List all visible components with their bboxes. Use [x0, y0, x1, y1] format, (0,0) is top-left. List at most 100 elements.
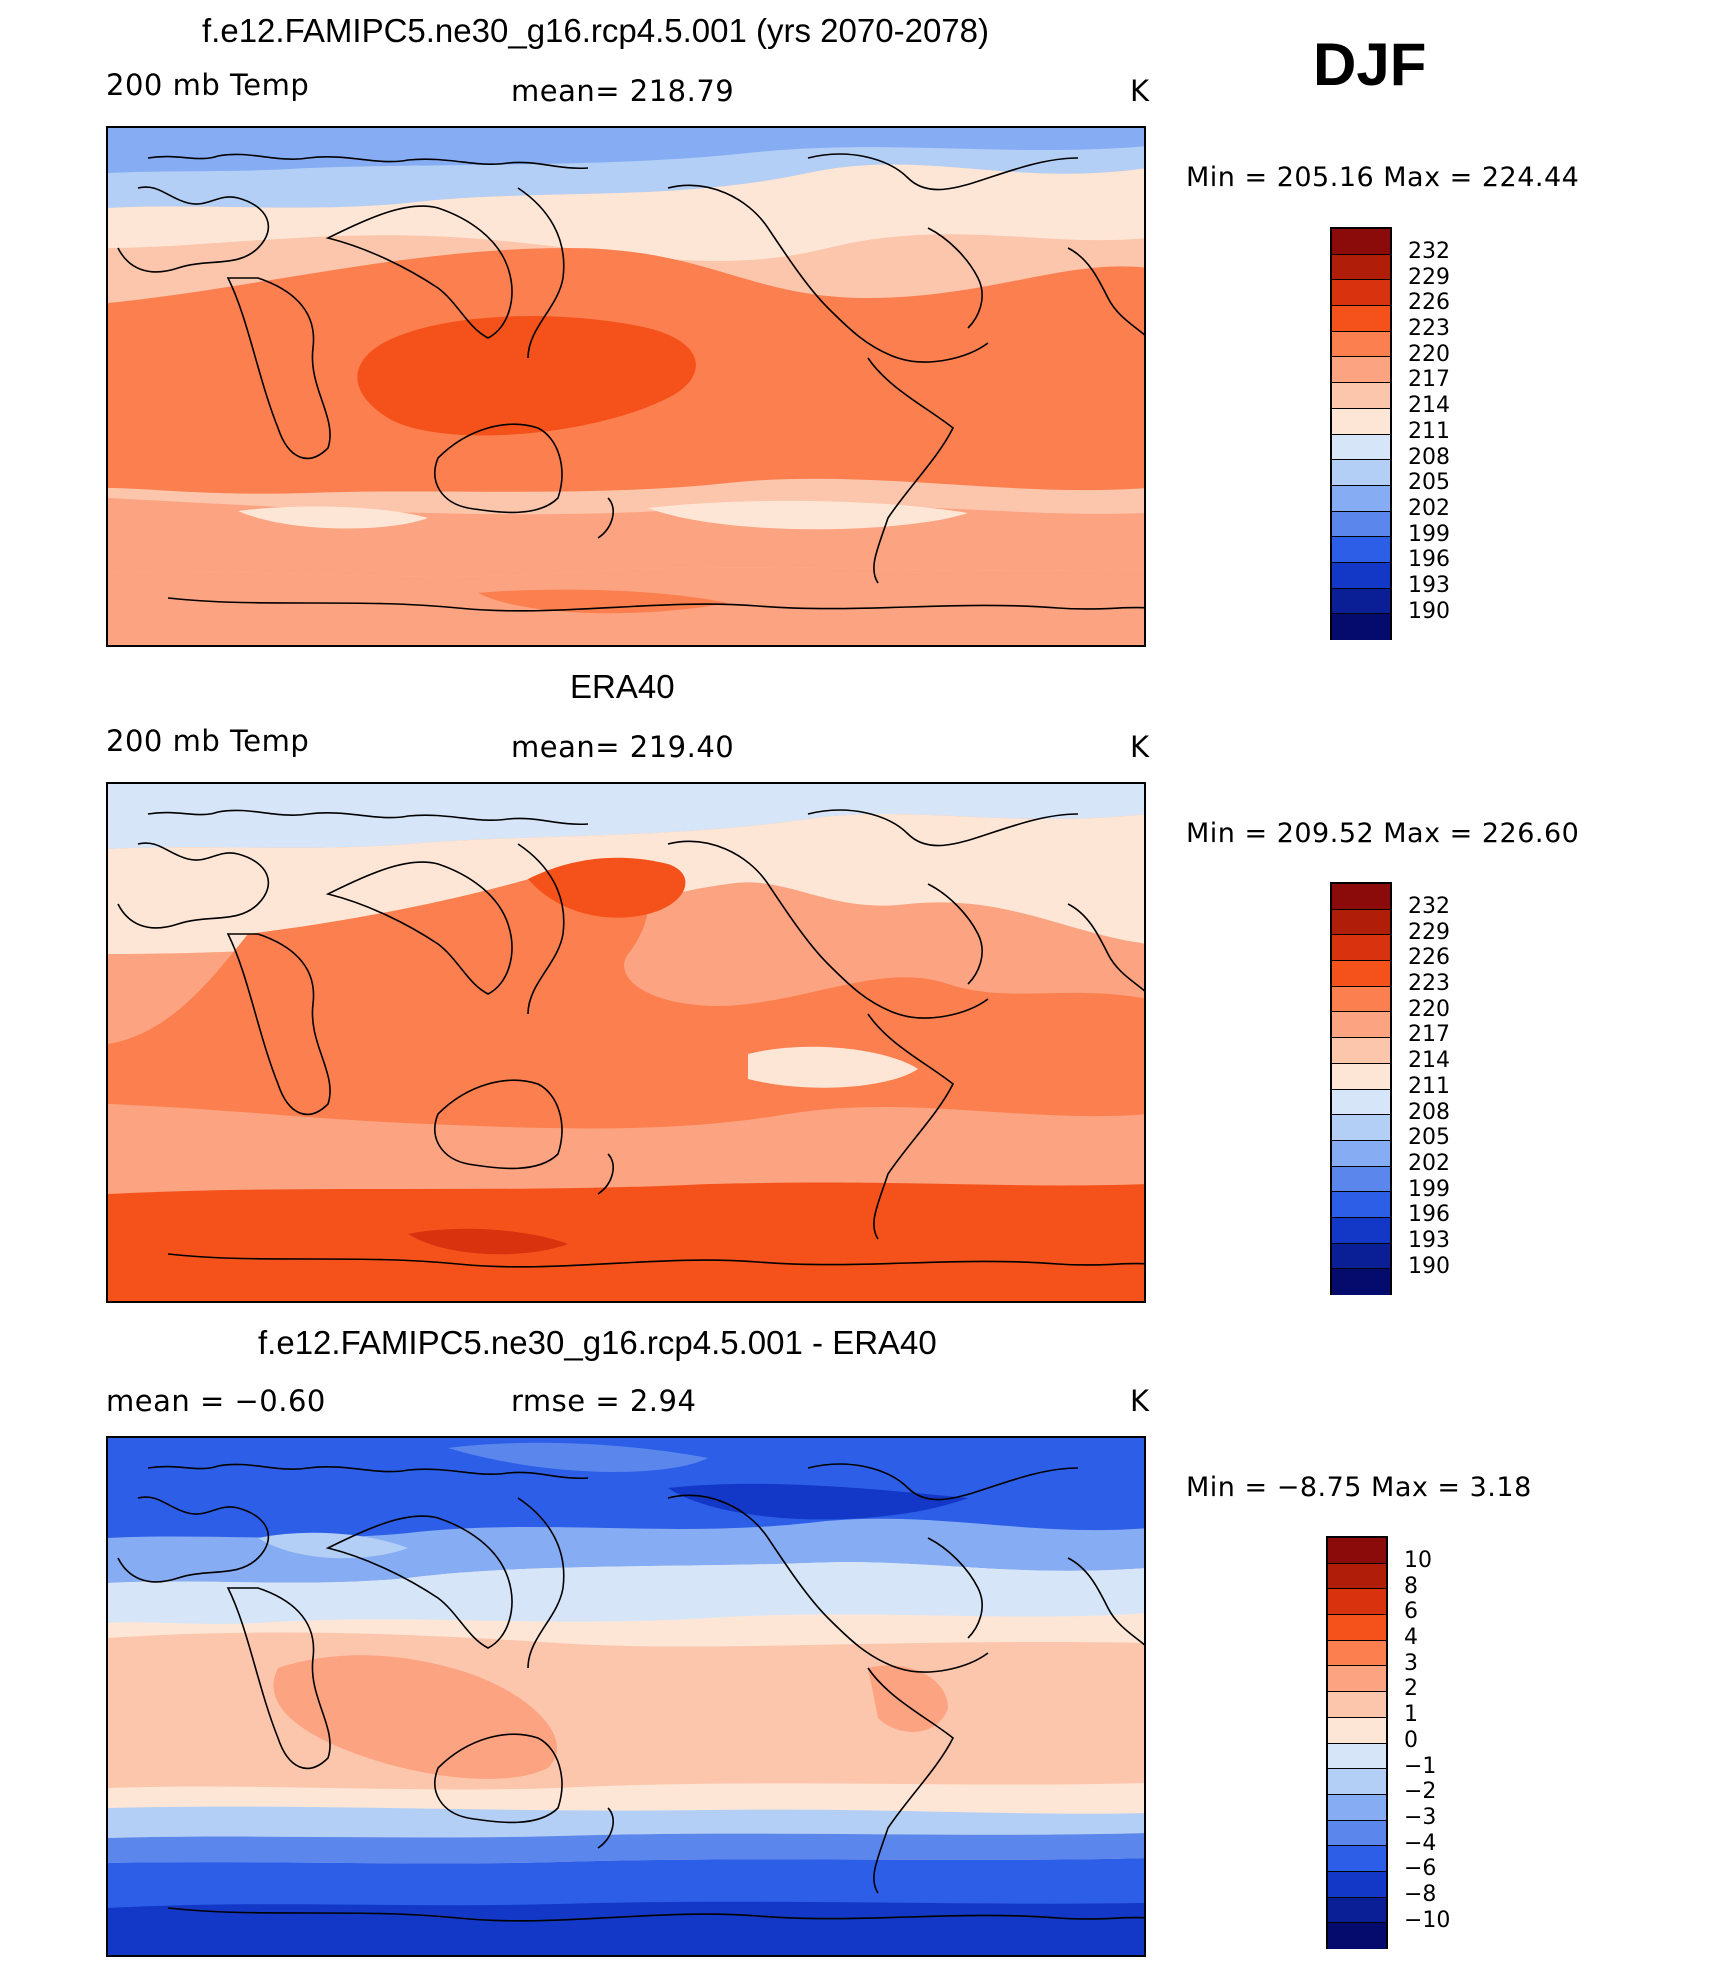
colorbar-swatch [1332, 1012, 1390, 1039]
panel2-units-label: K [1130, 730, 1150, 764]
colorbar-swatch [1332, 1243, 1390, 1270]
colorbar-tick-label: 229 [1408, 919, 1450, 945]
colorbar-tick-label: 214 [1408, 1048, 1450, 1074]
panel1-title: f.e12.FAMIPC5.ne30_g16.rcp4.5.001 (yrs 2… [202, 12, 989, 49]
colorbar-swatch [1328, 1666, 1386, 1693]
colorbar-tick-label: −3 [1404, 1804, 1437, 1830]
panel1-colorbar-labels: 232 229 226 223 220 217 214 211 208 205 … [1408, 239, 1450, 624]
colorbar-swatch [1328, 1769, 1386, 1795]
colorbar-swatch [1332, 588, 1390, 615]
panel2-title: ERA40 [570, 668, 675, 705]
colorbar-tick-label: 1 [1404, 1702, 1418, 1728]
colorbar-tick-label: −4 [1404, 1830, 1437, 1856]
panel1-colorbar [1330, 227, 1392, 640]
colorbar-tick-label: 3 [1404, 1650, 1418, 1676]
colorbar-tick-label: 220 [1408, 996, 1450, 1022]
colorbar-tick-label: 223 [1408, 971, 1450, 997]
colorbar-tick-label: 193 [1408, 572, 1450, 598]
colorbar-swatch [1332, 1269, 1390, 1295]
colorbar-swatch [1328, 1743, 1386, 1770]
colorbar-tick-label: 196 [1408, 1202, 1450, 1228]
panel2-map [106, 782, 1146, 1303]
colorbar-tick-label: 0 [1404, 1727, 1418, 1753]
colorbar-tick-label: 190 [1408, 598, 1450, 624]
colorbar-swatch [1328, 1692, 1386, 1718]
colorbar-tick-label: 208 [1408, 1099, 1450, 1125]
panel1-mean-label: mean= 218.79 [511, 74, 735, 108]
colorbar-swatch [1332, 884, 1390, 910]
colorbar-tick-label: −8 [1404, 1881, 1437, 1907]
colorbar-tick-label: 217 [1408, 367, 1450, 393]
colorbar-tick-label: 205 [1408, 1125, 1450, 1151]
panel3-map [106, 1436, 1146, 1957]
colorbar-swatch [1332, 1038, 1390, 1064]
colorbar-swatch [1332, 434, 1390, 461]
colorbar-swatch [1328, 1923, 1386, 1949]
colorbar-swatch [1332, 511, 1390, 538]
colorbar-tick-label: 199 [1408, 521, 1450, 547]
colorbar-tick-label: −10 [1404, 1907, 1451, 1933]
colorbar-tick-label: 229 [1408, 264, 1450, 290]
colorbar-tick-label: 214 [1408, 393, 1450, 419]
colorbar-swatch [1332, 1089, 1390, 1116]
colorbar-swatch [1328, 1589, 1386, 1616]
panel2-colorbar [1330, 882, 1392, 1295]
panel3-title: f.e12.FAMIPC5.ne30_g16.rcp4.5.001 - ERA4… [258, 1324, 937, 1361]
colorbar-swatch [1332, 961, 1390, 987]
colorbar-swatch [1332, 229, 1390, 255]
colorbar-tick-label: 10 [1404, 1548, 1432, 1573]
colorbar-swatch [1332, 1192, 1390, 1218]
colorbar-tick-label: 208 [1408, 444, 1450, 470]
colorbar-tick-label: 6 [1404, 1599, 1418, 1625]
colorbar-tick-label: 8 [1404, 1573, 1418, 1599]
colorbar-swatch [1328, 1615, 1386, 1641]
colorbar-tick-label: 202 [1408, 495, 1450, 521]
colorbar-swatch [1328, 1563, 1386, 1590]
colorbar-tick-label: 4 [1404, 1625, 1418, 1651]
season-label: DJF [1313, 31, 1427, 98]
colorbar-tick-label: −1 [1404, 1753, 1437, 1779]
panel3-colorbar-labels: 10 8 6 4 3 2 1 0 −1 −2 −3 −4 −6 −8 −10 [1404, 1548, 1450, 1933]
colorbar-swatch [1332, 485, 1390, 512]
colorbar-tick-label: −2 [1404, 1779, 1437, 1805]
panel3-rmse-label: rmse = 2.94 [511, 1384, 697, 1418]
colorbar-swatch [1332, 562, 1390, 589]
colorbar-swatch [1332, 1217, 1390, 1244]
colorbar-swatch [1328, 1640, 1386, 1667]
panel3-mean-label: mean = −0.60 [106, 1384, 326, 1418]
panel3-colorbar [1326, 1536, 1388, 1949]
colorbar-swatch [1332, 986, 1390, 1013]
colorbar-swatch [1328, 1897, 1386, 1924]
colorbar-swatch [1332, 331, 1390, 358]
panel1-minmax: Min = 205.16 Max = 224.44 [1186, 162, 1580, 193]
colorbar-swatch [1332, 1115, 1390, 1141]
colorbar-tick-label: 226 [1408, 290, 1450, 316]
colorbar-swatch [1332, 383, 1390, 409]
colorbar-tick-label: 211 [1408, 418, 1450, 444]
panel3-minmax: Min = −8.75 Max = 3.18 [1186, 1472, 1532, 1503]
colorbar-swatch [1332, 460, 1390, 486]
colorbar-swatch [1328, 1846, 1386, 1872]
colorbar-swatch [1328, 1794, 1386, 1821]
colorbar-swatch [1332, 1140, 1390, 1167]
colorbar-swatch [1328, 1538, 1386, 1564]
colorbar-swatch [1332, 1166, 1390, 1193]
panel2-colorbar-labels: 232 229 226 223 220 217 214 211 208 205 … [1408, 894, 1450, 1279]
panel2-minmax: Min = 209.52 Max = 226.60 [1186, 818, 1580, 849]
panel3-units-label: K [1130, 1384, 1150, 1418]
panel2-variable-label: 200 mb Temp [106, 724, 310, 758]
colorbar-tick-label: 199 [1408, 1176, 1450, 1202]
colorbar-tick-label: 193 [1408, 1227, 1450, 1253]
colorbar-swatch [1332, 306, 1390, 332]
colorbar-swatch [1332, 280, 1390, 307]
colorbar-tick-label: 205 [1408, 470, 1450, 496]
colorbar-tick-label: 223 [1408, 316, 1450, 342]
colorbar-swatch [1332, 537, 1390, 563]
colorbar-swatch [1328, 1820, 1386, 1847]
colorbar-tick-label: 217 [1408, 1022, 1450, 1048]
colorbar-tick-label: 226 [1408, 945, 1450, 971]
panel1-units-label: K [1130, 74, 1150, 108]
colorbar-swatch [1332, 408, 1390, 435]
colorbar-swatch [1332, 357, 1390, 384]
colorbar-tick-label: 190 [1408, 1253, 1450, 1279]
